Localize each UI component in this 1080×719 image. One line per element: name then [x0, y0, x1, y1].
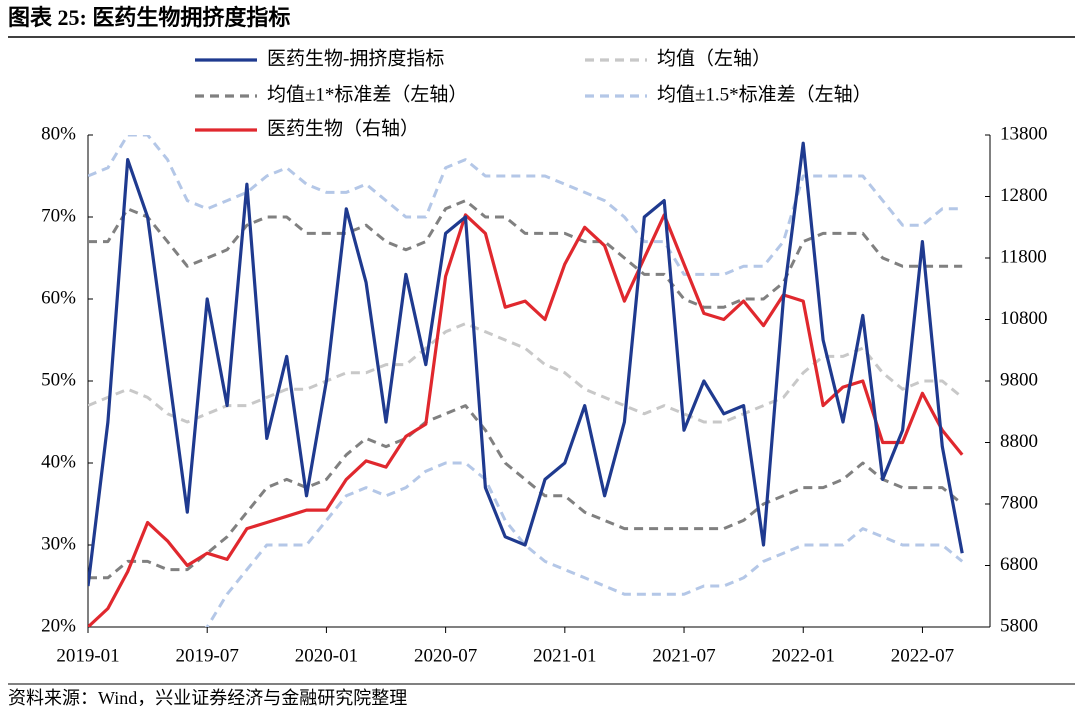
y-tick-label: 50% [41, 369, 76, 390]
source-note: 资料来源：Wind，兴业证券经济与金融研究院整理 [8, 688, 407, 708]
y2-tick-label: 12800 [1000, 185, 1048, 206]
series-line [88, 141, 964, 587]
series-line [88, 404, 964, 580]
y2-tick-label: 11800 [1000, 246, 1047, 267]
x-tick-label: 2021-01 [533, 645, 596, 666]
x-tick-label: 2022-07 [891, 645, 954, 666]
legend-label: 均值（左轴） [657, 47, 771, 69]
y-tick-label: 60% [41, 287, 76, 308]
y2-tick-label: 13800 [1000, 123, 1048, 144]
y2-tick-label: 10800 [1000, 308, 1048, 329]
chart-title: 图表 25: 医药生物拥挤度指标 [8, 5, 290, 30]
y-tick-label: 70% [41, 205, 76, 226]
legend-label: 医药生物（右轴） [267, 117, 419, 139]
series-line [88, 213, 964, 627]
x-tick-label: 2019-01 [56, 645, 119, 666]
x-tick-label: 2022-01 [772, 645, 835, 666]
y2-tick-label: 7800 [1000, 492, 1038, 513]
legend-label: 医药生物-拥挤度指标 [267, 47, 444, 69]
legend-label: 均值±1.5*标准差（左轴） [657, 83, 872, 105]
x-tick-label: 2021-07 [652, 645, 715, 666]
x-tick-label: 2020-07 [414, 645, 477, 666]
y2-tick-label: 9800 [1000, 369, 1038, 390]
y-tick-label: 30% [41, 533, 76, 554]
y2-tick-label: 6800 [1000, 554, 1038, 575]
series-line [88, 322, 964, 424]
y2-tick-label: 8800 [1000, 431, 1038, 452]
y-tick-label: 40% [41, 451, 76, 472]
y-tick-label: 20% [41, 615, 76, 636]
x-tick-label: 2020-01 [295, 645, 358, 666]
y-tick-label: 80% [41, 123, 76, 144]
y2-tick-label: 5800 [1000, 615, 1038, 636]
series-line [88, 135, 963, 276]
series-line [88, 199, 963, 309]
plot-area [88, 135, 964, 627]
legend-label: 均值±1*标准差（左轴） [267, 83, 467, 105]
x-tick-label: 2019-07 [176, 645, 239, 666]
